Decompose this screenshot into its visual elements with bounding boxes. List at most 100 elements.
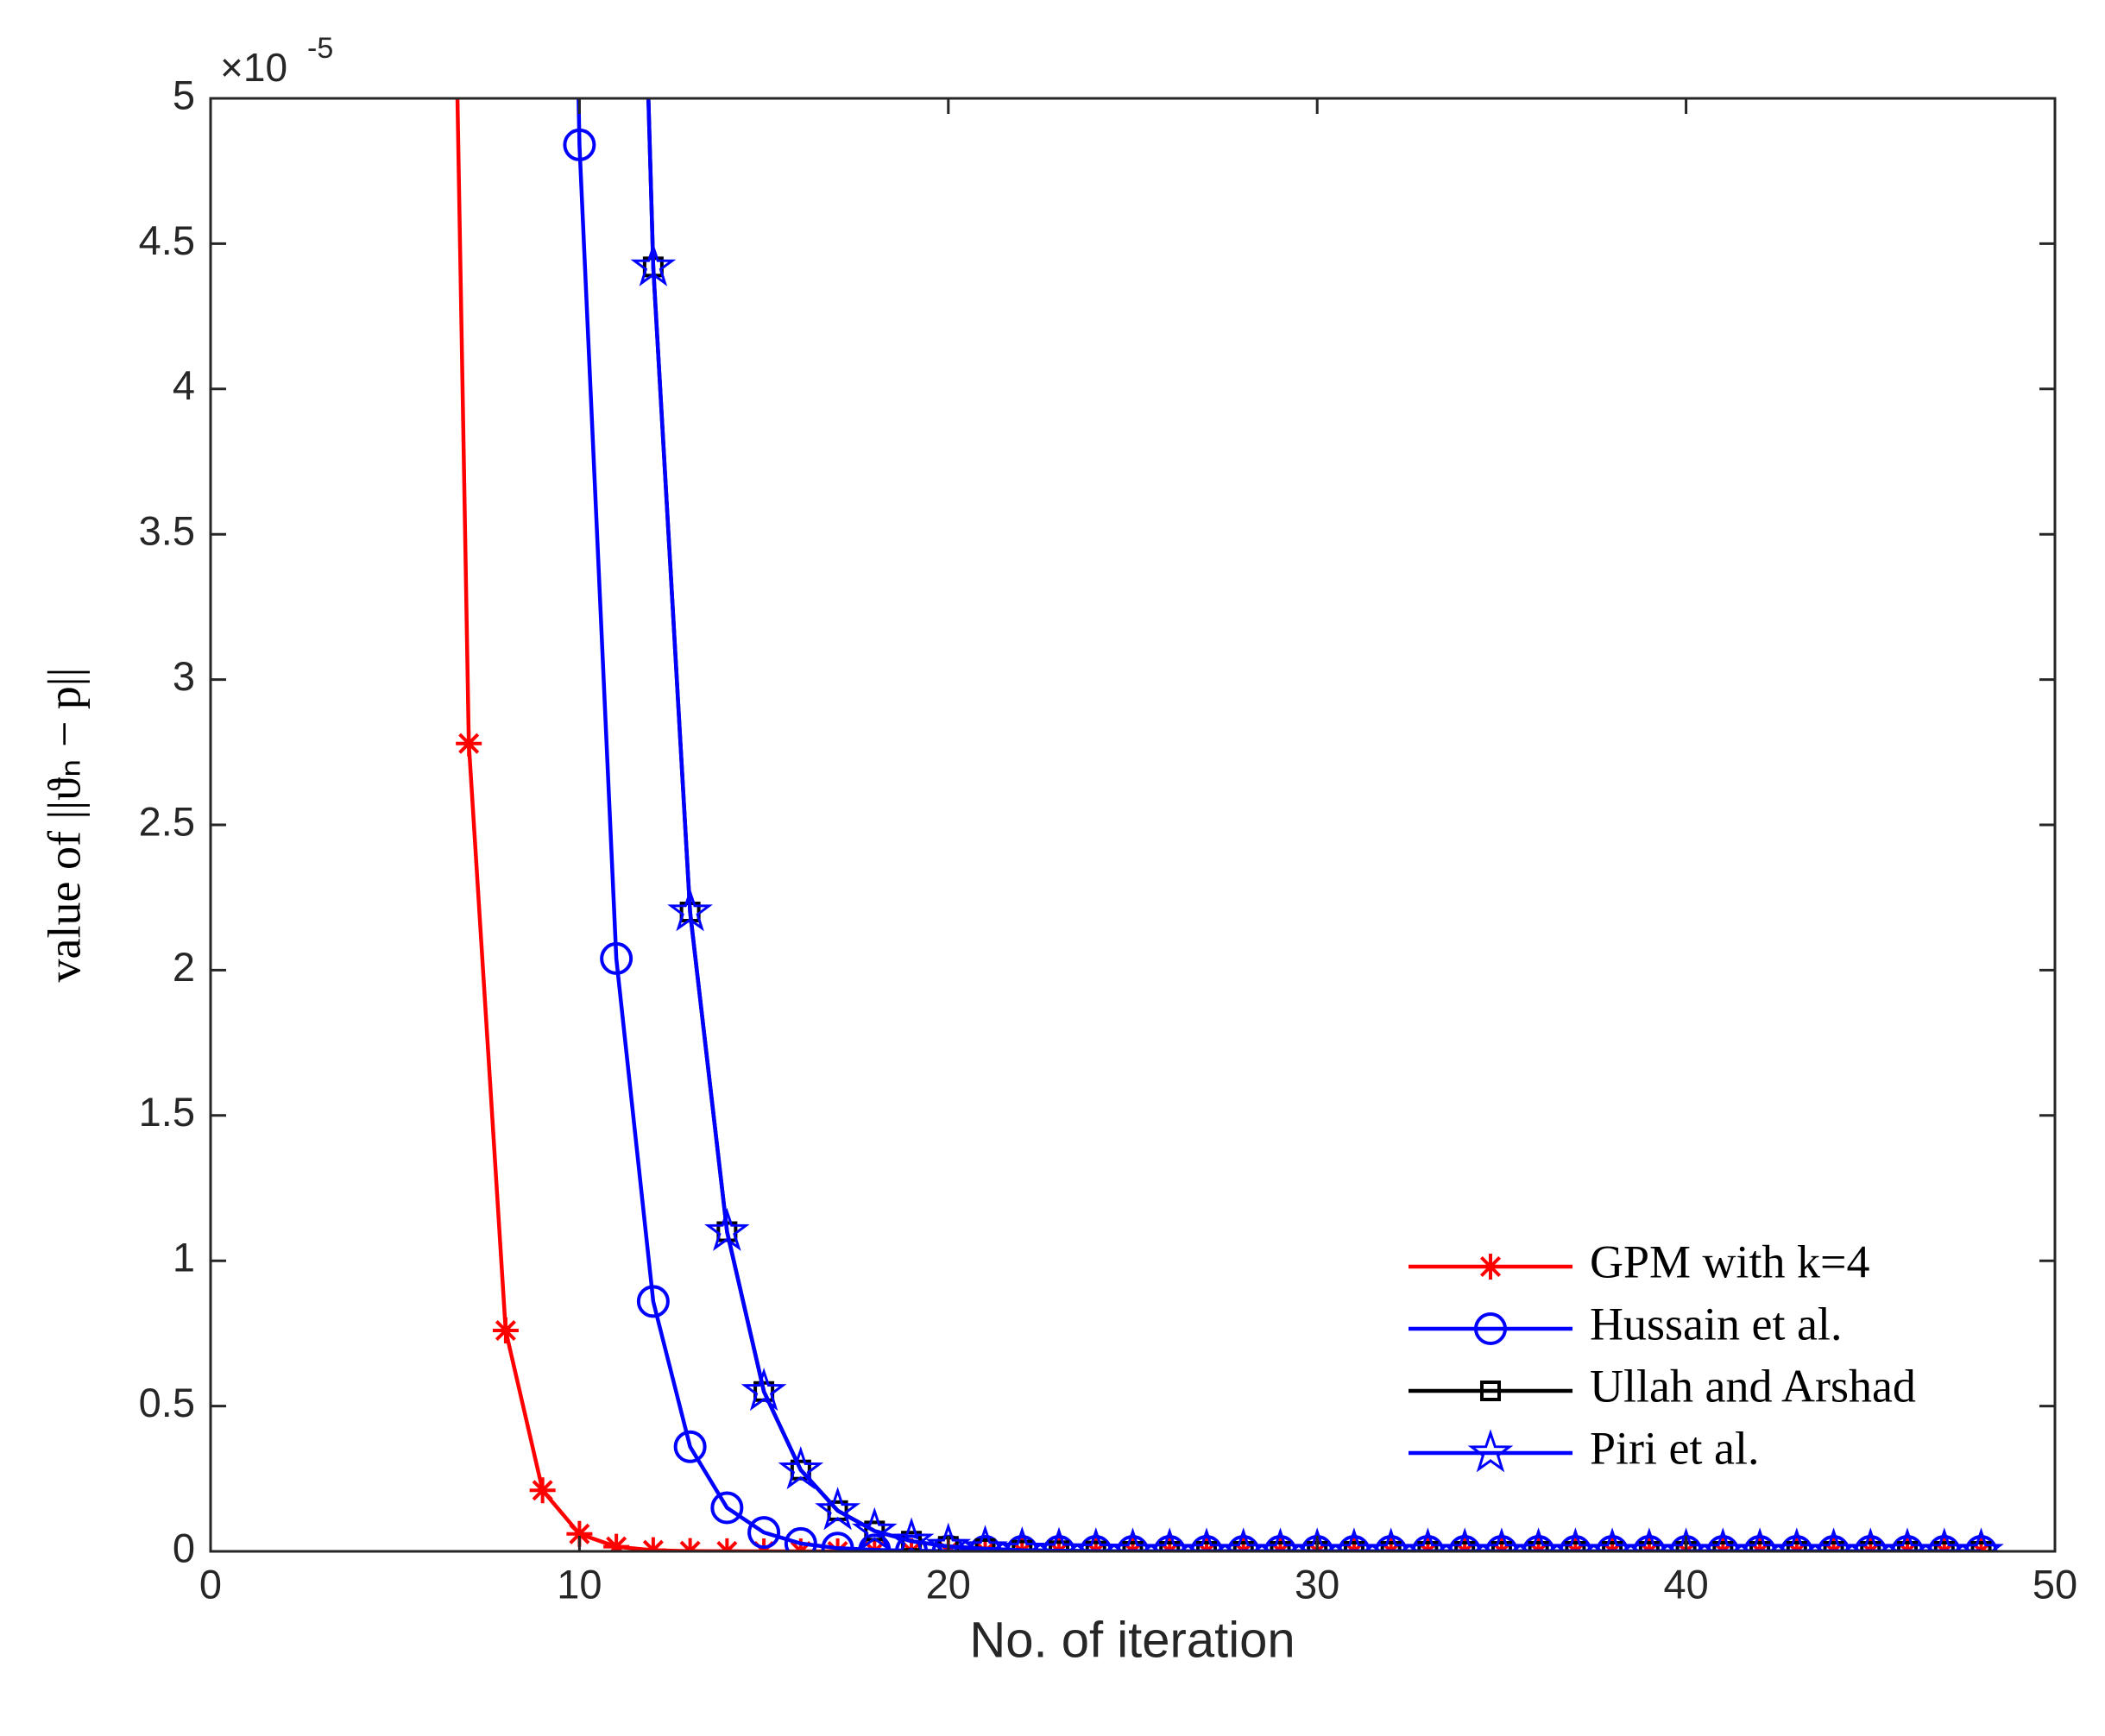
marker: [1854, 1535, 1888, 1551]
y-tick-label: 3: [173, 653, 195, 699]
marker: [741, 1368, 787, 1412]
legend: GPM with k=4 Hussain et al. Ullah and Arsh…: [1409, 1236, 1916, 1474]
marker: [1226, 1535, 1260, 1551]
marker: [1860, 1541, 1881, 1551]
marker: [600, 941, 633, 975]
x-tick-label: 0: [199, 1561, 222, 1607]
marker: [1195, 1541, 1217, 1551]
marker: [456, 730, 482, 757]
marker: [710, 1491, 744, 1525]
marker: [1480, 1381, 1501, 1401]
marker: [1891, 1535, 1925, 1551]
marker: [1632, 1535, 1666, 1551]
marker: [1380, 1541, 1402, 1551]
marker: [1663, 1527, 1709, 1551]
marker: [673, 1430, 707, 1463]
marker: [603, 1533, 630, 1551]
marker: [1005, 1535, 1039, 1551]
marker: [999, 1526, 1045, 1551]
legend-label: Hussain et al.: [1590, 1298, 1842, 1349]
marker: [704, 1207, 750, 1251]
marker: [1073, 1527, 1119, 1551]
marker: [1970, 1541, 1992, 1551]
x-tick-label: 20: [926, 1561, 971, 1607]
x-tick-label: 10: [557, 1561, 602, 1607]
legend-label: GPM with k=4: [1590, 1236, 1870, 1287]
y-axis-label: value of ||ϑₙ − p||: [38, 668, 90, 983]
marker: [1897, 1541, 1919, 1551]
y-tick-label: 0.5: [139, 1380, 195, 1425]
marker: [1474, 1312, 1507, 1345]
marker: [566, 1520, 593, 1547]
marker: [1036, 1526, 1082, 1551]
marker: [815, 1487, 861, 1531]
y-exponent: -5: [307, 32, 333, 65]
marker: [1411, 1535, 1445, 1551]
marker: [1374, 1535, 1408, 1551]
marker: [1780, 1535, 1813, 1551]
marker: [1043, 1535, 1076, 1551]
marker: [858, 1533, 892, 1551]
marker: [1337, 1535, 1371, 1551]
marker: [821, 1532, 854, 1551]
marker: [667, 888, 713, 932]
x-tick-label: 40: [1663, 1561, 1708, 1607]
x-tick-label: 30: [1295, 1561, 1339, 1607]
marker: [1736, 1527, 1783, 1551]
marker: [1706, 1535, 1740, 1551]
marker: [1516, 1527, 1561, 1551]
marker: [1417, 1541, 1439, 1551]
marker: [1122, 1541, 1144, 1551]
marker: [1958, 1527, 2004, 1551]
marker: [1589, 1527, 1635, 1551]
marker: [1700, 1527, 1746, 1551]
marker: [1294, 1527, 1340, 1551]
y-tick-label: 2: [173, 944, 195, 990]
marker: [1786, 1541, 1807, 1551]
marker: [1153, 1535, 1187, 1551]
marker: [1110, 1527, 1156, 1551]
y-tick-label: 5: [173, 72, 195, 117]
marker: [1565, 1541, 1586, 1551]
marker: [1927, 1535, 1961, 1551]
y-tick-label: 0: [173, 1525, 195, 1570]
marker: [1528, 1541, 1549, 1551]
marker: [1743, 1535, 1777, 1551]
marker: [1921, 1527, 1968, 1551]
marker: [630, 242, 677, 286]
marker: [563, 128, 596, 161]
marker: [1079, 1535, 1112, 1551]
y-tick-label: 1: [173, 1235, 195, 1280]
y-tick-label: 4: [173, 362, 195, 408]
marker: [1264, 1535, 1297, 1551]
x-tick-label: 50: [2033, 1561, 2077, 1607]
marker: [1467, 1429, 1514, 1473]
marker: [1484, 1535, 1518, 1551]
marker: [1257, 1527, 1303, 1551]
marker: [1448, 1535, 1482, 1551]
marker: [1441, 1527, 1488, 1551]
marker: [1183, 1527, 1230, 1551]
marker: [778, 1446, 824, 1490]
legend-label: Ullah and Arshad: [1590, 1360, 1916, 1412]
marker: [1478, 1254, 1503, 1280]
marker: [1116, 1535, 1150, 1551]
marker: [636, 1285, 670, 1318]
marker: [1712, 1541, 1734, 1551]
marker: [1331, 1527, 1377, 1551]
marker: [1817, 1535, 1850, 1551]
marker: [1638, 1541, 1660, 1551]
marker: [1811, 1527, 1856, 1551]
legend-label: Piri et al.: [1590, 1422, 1759, 1474]
marker: [1220, 1527, 1267, 1551]
marker: [851, 1506, 898, 1550]
x-axis-label: No. of iteration: [969, 1612, 1295, 1668]
marker: [1602, 1541, 1623, 1551]
marker: [1847, 1527, 1894, 1551]
marker: [1491, 1541, 1512, 1551]
marker: [1933, 1541, 1955, 1551]
marker: [1189, 1535, 1223, 1551]
marker: [1232, 1541, 1254, 1551]
